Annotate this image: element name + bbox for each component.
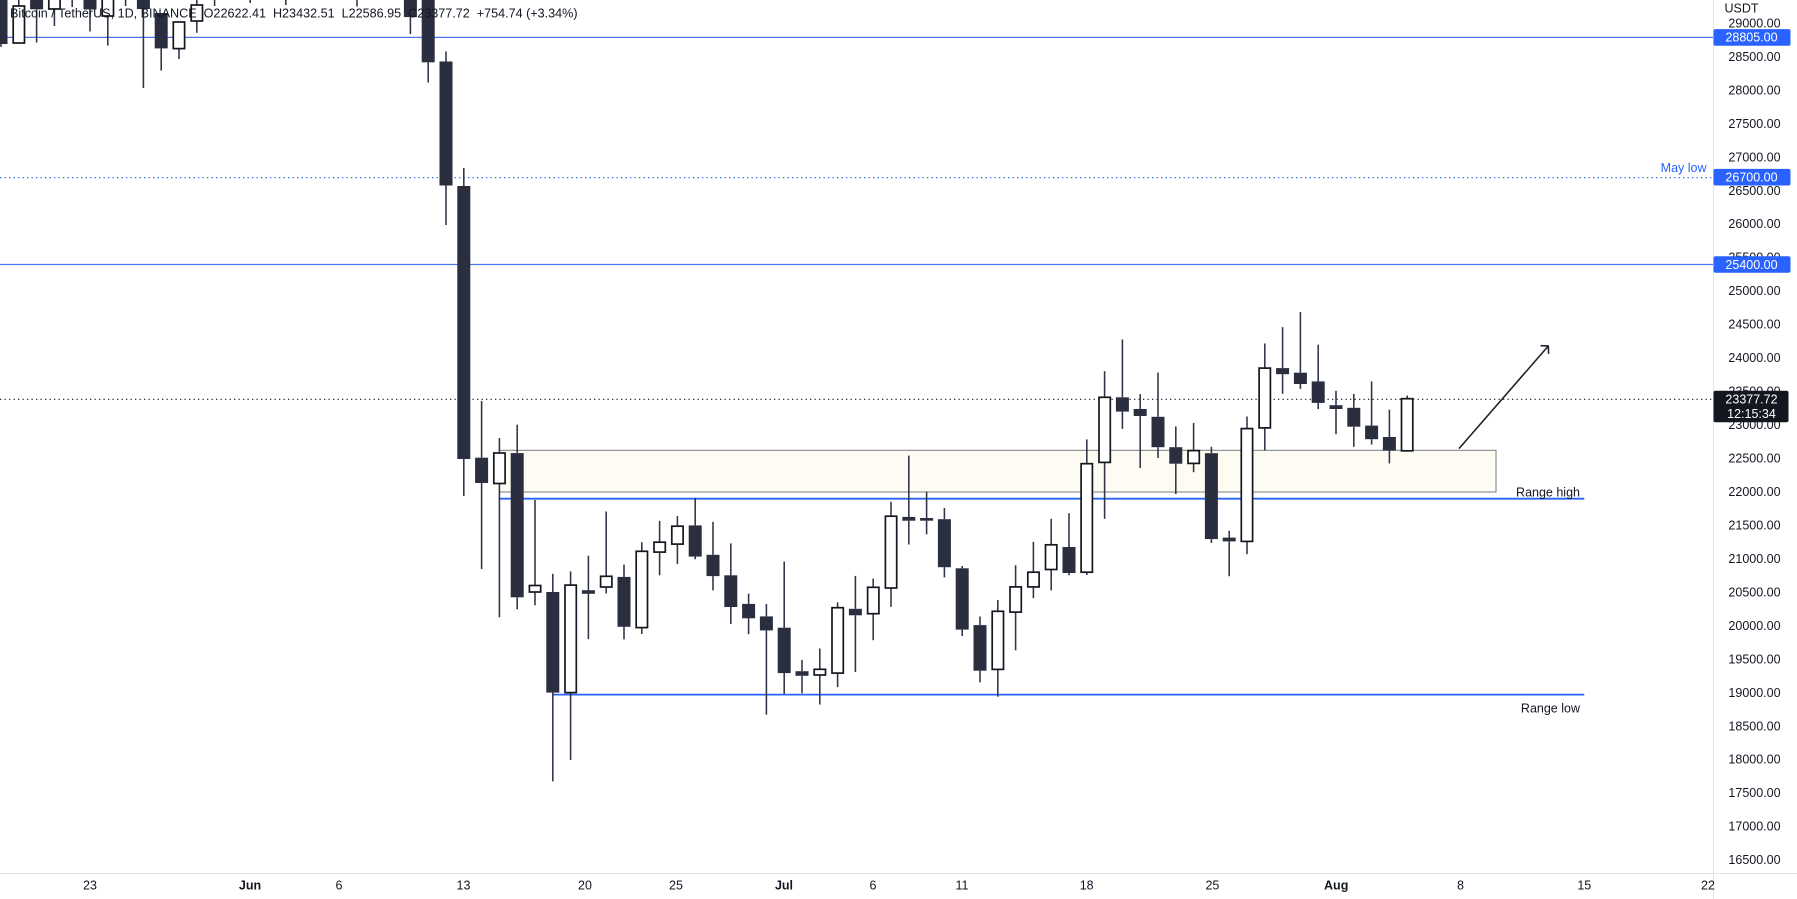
svg-text:22: 22 bbox=[1701, 879, 1715, 893]
svg-text:20000.00: 20000.00 bbox=[1728, 619, 1780, 633]
svg-text:Aug: Aug bbox=[1324, 879, 1348, 893]
svg-text:26500.00: 26500.00 bbox=[1728, 184, 1780, 198]
svg-text:Range high: Range high bbox=[1516, 486, 1580, 500]
svg-text:25: 25 bbox=[1205, 879, 1219, 893]
svg-text:May low: May low bbox=[1661, 161, 1708, 175]
svg-text:16500.00: 16500.00 bbox=[1728, 853, 1780, 867]
svg-text:23377.72: 23377.72 bbox=[1725, 393, 1777, 407]
svg-text:24000.00: 24000.00 bbox=[1728, 351, 1780, 365]
svg-text:19000.00: 19000.00 bbox=[1728, 686, 1780, 700]
svg-text:25400.00: 25400.00 bbox=[1725, 258, 1777, 272]
svg-text:28000.00: 28000.00 bbox=[1728, 83, 1780, 97]
svg-text:19500.00: 19500.00 bbox=[1728, 652, 1780, 666]
svg-text:8: 8 bbox=[1457, 879, 1464, 893]
svg-text:27500.00: 27500.00 bbox=[1728, 117, 1780, 131]
svg-text:23: 23 bbox=[83, 879, 97, 893]
svg-text:USDT: USDT bbox=[1724, 2, 1758, 16]
svg-text:17000.00: 17000.00 bbox=[1728, 820, 1780, 834]
svg-text:Range low: Range low bbox=[1521, 702, 1581, 716]
svg-text:24500.00: 24500.00 bbox=[1728, 318, 1780, 332]
svg-text:26000.00: 26000.00 bbox=[1728, 217, 1780, 231]
svg-text:21500.00: 21500.00 bbox=[1728, 518, 1780, 532]
svg-text:20500.00: 20500.00 bbox=[1728, 585, 1780, 599]
svg-text:21000.00: 21000.00 bbox=[1728, 552, 1780, 566]
svg-text:18500.00: 18500.00 bbox=[1728, 719, 1780, 733]
svg-text:22500.00: 22500.00 bbox=[1728, 452, 1780, 466]
svg-text:18: 18 bbox=[1080, 879, 1094, 893]
svg-text:13: 13 bbox=[457, 879, 471, 893]
svg-text:28805.00: 28805.00 bbox=[1725, 31, 1777, 45]
svg-text:25000.00: 25000.00 bbox=[1728, 284, 1780, 298]
svg-text:6: 6 bbox=[870, 879, 877, 893]
svg-text:6: 6 bbox=[336, 879, 343, 893]
svg-text:25: 25 bbox=[669, 879, 683, 893]
svg-text:Bitcoin / TetherUS, 1D, BINANC: Bitcoin / TetherUS, 1D, BINANCE O22622.4… bbox=[10, 7, 578, 21]
svg-text:18000.00: 18000.00 bbox=[1728, 753, 1780, 767]
svg-text:15: 15 bbox=[1577, 879, 1591, 893]
svg-text:12:15:34: 12:15:34 bbox=[1727, 407, 1776, 421]
svg-text:28500.00: 28500.00 bbox=[1728, 50, 1780, 64]
svg-text:Jul: Jul bbox=[775, 879, 793, 893]
svg-text:22000.00: 22000.00 bbox=[1728, 485, 1780, 499]
svg-text:17500.00: 17500.00 bbox=[1728, 786, 1780, 800]
svg-text:11: 11 bbox=[956, 879, 969, 893]
svg-text:20: 20 bbox=[578, 879, 592, 893]
svg-text:27000.00: 27000.00 bbox=[1728, 150, 1780, 164]
svg-text:26700.00: 26700.00 bbox=[1725, 171, 1777, 185]
svg-text:29000.00: 29000.00 bbox=[1728, 16, 1780, 30]
svg-text:Jun: Jun bbox=[239, 879, 261, 893]
